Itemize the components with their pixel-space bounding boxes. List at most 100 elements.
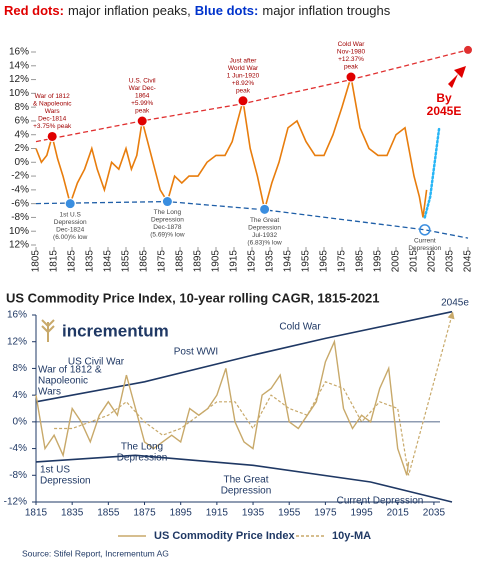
y-tick-label: 0% [15,157,30,168]
peak-label: peak [344,64,359,71]
endpoint-dot [464,45,472,54]
y-tick-label: 12% [9,240,29,251]
peak-label: Nov-1980 [337,49,366,56]
peak-dot [345,71,357,83]
peak-label: +5.99% [131,100,153,107]
x-tick-label: 2025 [427,250,438,273]
callout: 2045E [427,104,462,118]
trough-label: Current [414,238,436,245]
annotation: The Great [223,475,268,486]
legend-label: 10y-MA [332,530,371,542]
x-tick-label: 2015 [387,508,410,519]
trough-label: Depression [408,245,441,252]
annotation: The Long [121,442,163,453]
y-tick-label: 12% [7,336,27,347]
x-tick-label: 1955 [301,250,312,273]
x-tick-label: 2035 [445,250,456,273]
x-tick-label: 1885 [175,250,186,273]
x-tick-label: 1935 [265,250,276,273]
annotation: Cold War [279,322,321,333]
annotation: Napoleonic [38,376,88,387]
trough-label: Depression [151,217,184,224]
header-part: major inflation peaks, [67,3,191,18]
x-tick-label: 1905 [211,250,222,273]
x-tick-label: 1855 [97,508,120,519]
x-tick-label: 1985 [355,250,366,273]
peak-label: Wars [45,108,61,115]
x-tick-label: 1875 [133,508,156,519]
logo: incrementum [62,321,169,340]
y-tick-label: 12% [9,74,29,85]
x-tick-label: 2015 [409,250,420,273]
source: Source: Stifel Report, Incrementum AG [22,548,169,558]
y-tick-label: -4% [9,443,27,454]
y-tick-label: -12% [4,497,27,508]
y-tick-label: -6% [11,198,29,209]
x-tick-label: 1815 [49,250,60,273]
chart-title: US Commodity Price Index, 10-year rollin… [6,290,380,305]
x-tick-label: 1845 [103,250,114,273]
peak-label: Dec-1814 [38,116,67,123]
peak-dot [237,95,249,107]
peak-label: War Dec- [129,85,156,92]
trough-label: (6.83)% low [247,240,282,247]
x-tick-label: 1995 [373,250,384,273]
y-tick-label: 0% [13,416,28,427]
peak-label: peak [236,88,251,95]
trough-label: (5.69)% low [150,232,185,239]
projection-line [423,126,441,219]
annotation: US Civil War [68,357,125,368]
header-part: Blue dots: [194,3,259,18]
y-tick-label: 8% [15,102,30,113]
peak-label: Cold War [338,41,366,48]
trough-label: Depression [54,219,87,226]
x-tick-label: 1895 [193,250,204,273]
annotation: Wars [38,387,61,398]
bound-line [35,310,453,403]
trough-label: 1st U.S [60,211,82,218]
annotation: War of 1812 & [38,365,102,376]
price-line [35,339,410,476]
y-tick-label: 4% [15,129,30,140]
trough-dot [64,198,76,210]
peak-label: +8.92% [232,80,254,87]
peak-label: & Napoleonic [33,101,72,108]
x-tick-label: 2045 [463,250,474,273]
annotation: 2045e [441,298,469,309]
peak-dot [136,115,148,127]
x-tick-label: 1975 [314,508,337,519]
x-tick-label: 1815 [25,508,48,519]
trough-label: Dec-1824 [56,226,85,233]
header: Red dots: major inflation peaks, Blue dots… [4,3,394,18]
x-tick-label: 1835 [61,508,84,519]
x-tick-label: 1935 [242,508,265,519]
x-tick-label: 1805 [31,250,42,273]
annotation: Depression [40,476,91,487]
price-line [35,76,428,218]
trough-dot [419,224,431,236]
header-part: Red dots: [4,3,64,18]
x-tick-label: 1825 [67,250,78,273]
y-tick-label: 10% [9,226,29,237]
peak-label: 1864 [135,93,150,100]
y-tick-label: 14% [9,60,29,71]
trough-dot [259,203,271,215]
y-tick-label: 8% [13,363,28,374]
trough-label: The Long [154,209,182,216]
peak-label: U.S. Civil [129,78,156,85]
annotation: Current Depression [337,496,424,507]
x-tick-label: 1865 [139,250,150,273]
ma-line [54,311,455,476]
callout: By [436,91,452,105]
y-tick-label: 10% [9,88,29,99]
x-tick-label: 1955 [278,508,301,519]
peak-dot [46,130,58,142]
x-tick-label: 1835 [85,250,96,273]
y-tick-label: 16% [7,310,27,321]
x-tick-label: 1855 [121,250,132,273]
annotation: 1st US [40,465,70,476]
peak-label: War of 1812 [35,93,71,100]
x-tick-label: 1875 [157,250,168,273]
trough-label: Dec-1878 [153,224,182,231]
